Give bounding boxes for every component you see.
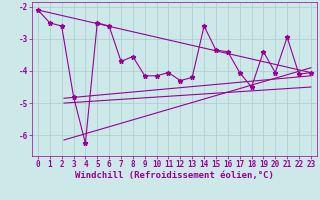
X-axis label: Windchill (Refroidissement éolien,°C): Windchill (Refroidissement éolien,°C) <box>75 171 274 180</box>
